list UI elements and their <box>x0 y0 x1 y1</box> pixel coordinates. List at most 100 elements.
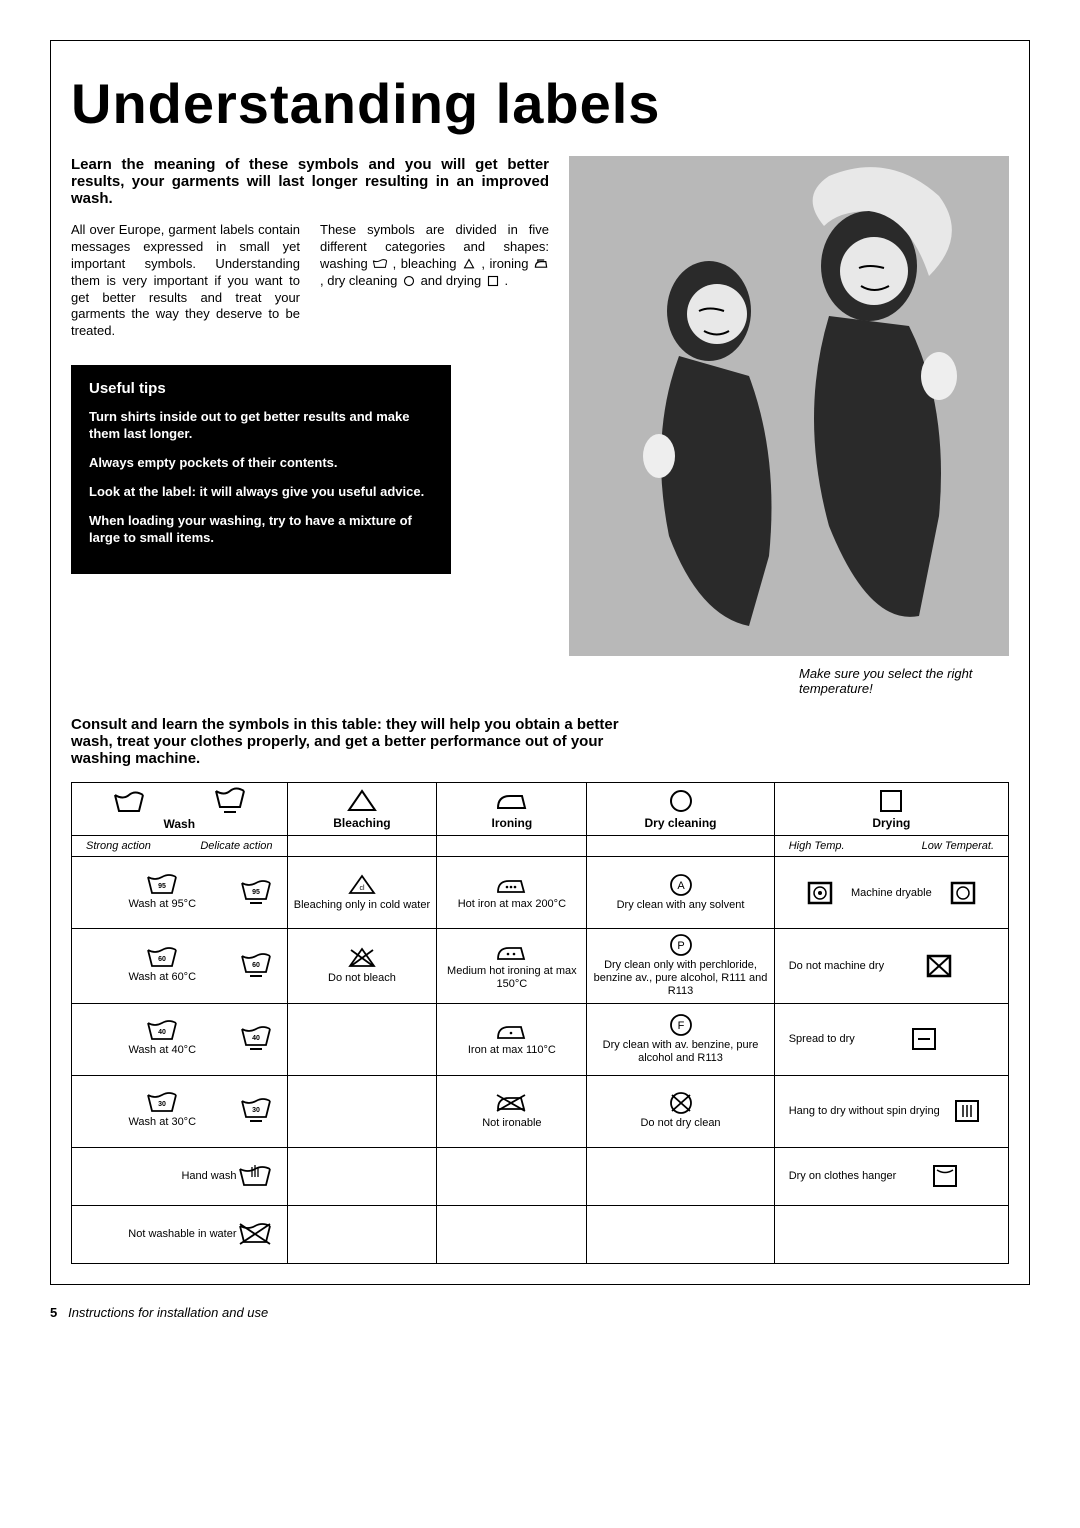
cell-wash-60: 60 Wash at 60°C 60 <box>72 929 288 1004</box>
dryclean-p-icon: P <box>668 933 694 957</box>
top-section: Learn the meaning of these symbols and y… <box>71 156 1009 656</box>
cell-hang-dry: Hang to dry without spin drying <box>774 1075 1008 1147</box>
spread-dry-label: Spread to dry <box>789 1033 855 1046</box>
bleach-cold-label: Bleaching only in cold water <box>294 899 431 912</box>
cell-bleach-empty2 <box>287 1075 437 1147</box>
cell-wash-30: 30 Wash at 30°C 30 <box>72 1075 288 1147</box>
hanger-dry-label: Dry on clothes hanger <box>789 1170 897 1183</box>
sub-wash-right: Delicate action <box>200 840 280 852</box>
illustration-caption: Make sure you select the right temperatu… <box>799 666 999 696</box>
cell-wash-95: 95 Wash at 95°C 95 <box>72 857 288 929</box>
cell-bleach-empty1 <box>287 1003 437 1075</box>
th-bleach-label: Bleaching <box>333 816 390 830</box>
tip-3: Look at the label: it will always give y… <box>89 484 433 501</box>
iron-3dot-icon <box>493 874 531 896</box>
no-machine-dry-label: Do not machine dry <box>789 960 884 973</box>
cell-wash-40: 40 Wash at 40°C 40 <box>72 1003 288 1075</box>
no-iron-label: Not ironable <box>443 1117 580 1130</box>
wash-40-icon: 40 <box>145 1020 179 1042</box>
no-dry-icon <box>925 953 953 979</box>
cell-dc-p: P Dry clean only with perchloride, benzi… <box>587 929 774 1004</box>
hanger-dry-icon <box>931 1163 959 1189</box>
sub-wash-left: Strong action <box>78 840 151 852</box>
table-header-row: Wash Bleaching Ironing Dry cleaning Dryi… <box>72 783 1009 836</box>
page-footer: 5 Instructions for installation and use <box>50 1305 1030 1320</box>
dryclean-a-icon: A <box>668 873 694 897</box>
iron-header-icon <box>492 788 532 814</box>
para2d: , dry cleaning <box>320 273 401 288</box>
para2c: , ironing <box>481 256 533 271</box>
th-dryclean-label: Dry cleaning <box>644 816 716 830</box>
para2f: . <box>505 273 509 288</box>
tip-2: Always empty pockets of their contents. <box>89 455 433 472</box>
cell-spread-dry: Spread to dry <box>774 1003 1008 1075</box>
iron-icon <box>533 258 549 270</box>
bleach-icon <box>461 258 477 270</box>
table-row: Hand wash Dry on clothes hanger <box>72 1147 1009 1205</box>
no-dryclean-icon <box>668 1091 694 1115</box>
bleach-cl-icon: cl <box>346 873 378 897</box>
th-iron: Ironing <box>437 783 587 836</box>
svg-text:95: 95 <box>252 889 260 896</box>
no-dc-label: Do not dry clean <box>593 1117 767 1130</box>
cell-iron-110: Iron at max 110°C <box>437 1003 587 1075</box>
table-row: 30 Wash at 30°C 30 Not ironable Do not d… <box>72 1075 1009 1147</box>
th-dryclean: Dry cleaning <box>587 783 774 836</box>
cell-empty-dc5 <box>587 1147 774 1205</box>
table-row: 95 Wash at 95°C 95 cl Bleaching only in … <box>72 857 1009 929</box>
subheader-row: Strong action Delicate action High Temp.… <box>72 836 1009 857</box>
svg-text:60: 60 <box>158 956 166 963</box>
iron-150-label: Medium hot ironing at max 150°C <box>443 965 580 991</box>
page-content: Understanding labels Learn the meaning o… <box>51 41 1029 1284</box>
svg-text:40: 40 <box>158 1029 166 1036</box>
wash-icon <box>372 258 388 270</box>
svg-text:95: 95 <box>158 883 166 890</box>
people-illustration <box>569 156 1009 656</box>
iron-2dot-icon <box>493 941 531 963</box>
drying-header-icon <box>877 788 905 814</box>
not-washable-label: Not washable in water <box>86 1228 237 1241</box>
iron-200-label: Hot iron at max 200°C <box>443 898 580 911</box>
bleach-header-icon <box>345 788 379 814</box>
sub-dry-right: Low Temperat. <box>922 840 1002 852</box>
tips-heading: Useful tips <box>89 380 433 397</box>
table-row: 40 Wash at 40°C 40 Iron at max 110°C F D… <box>72 1003 1009 1075</box>
symbols-table: Wash Bleaching Ironing Dry cleaning Dryi… <box>71 782 1009 1264</box>
cell-no-iron: Not ironable <box>437 1075 587 1147</box>
wash-60-del-icon: 60 <box>239 953 273 979</box>
cell-bleach-cold: cl Bleaching only in cold water <box>287 857 437 929</box>
tip-4: When loading your washing, try to have a… <box>89 513 433 547</box>
sub-empty1 <box>287 836 437 857</box>
para2b: , bleaching <box>393 256 461 271</box>
svg-text:60: 60 <box>252 962 260 969</box>
dc-a-label: Dry clean with any solvent <box>593 899 767 912</box>
cell-iron-200: Hot iron at max 200°C <box>437 857 587 929</box>
page-title: Understanding labels <box>71 71 1009 136</box>
cell-no-dc: Do not dry clean <box>587 1075 774 1147</box>
para2e: and drying <box>421 273 485 288</box>
tips-box: Useful tips Turn shirts inside out to ge… <box>71 365 451 573</box>
cell-hanger-dry: Dry on clothes hanger <box>774 1147 1008 1205</box>
table-intro: Consult and learn the symbols in this ta… <box>71 716 631 767</box>
dc-f-label: Dry clean with av. benzine, pure alcohol… <box>593 1039 767 1065</box>
page-frame: Understanding labels Learn the meaning o… <box>50 40 1030 1285</box>
para1: All over Europe, garment labels contain … <box>71 222 300 338</box>
dryclean-header-icon <box>667 788 695 814</box>
svg-text:cl: cl <box>359 885 365 892</box>
wash-60-icon: 60 <box>145 947 179 969</box>
wash-30-label: Wash at 30°C <box>128 1116 196 1129</box>
dryclean-f-icon: F <box>668 1013 694 1037</box>
drying-icon <box>485 275 501 287</box>
spread-dry-icon <box>910 1026 938 1052</box>
table-row: Not washable in water <box>72 1205 1009 1263</box>
column-1: All over Europe, garment labels contain … <box>71 222 300 340</box>
no-bleach-icon <box>346 946 378 970</box>
cell-dry-machine: Machine dryable <box>774 857 1008 929</box>
dc-p-label: Dry clean only with perchloride, benzine… <box>593 959 767 999</box>
th-bleach: Bleaching <box>287 783 437 836</box>
sub-wash: Strong action Delicate action <box>72 836 288 857</box>
sub-empty2 <box>437 836 587 857</box>
wash-header-icon <box>111 791 147 815</box>
dryclean-icon <box>401 275 417 287</box>
cell-hand-wash: Hand wash <box>72 1147 288 1205</box>
